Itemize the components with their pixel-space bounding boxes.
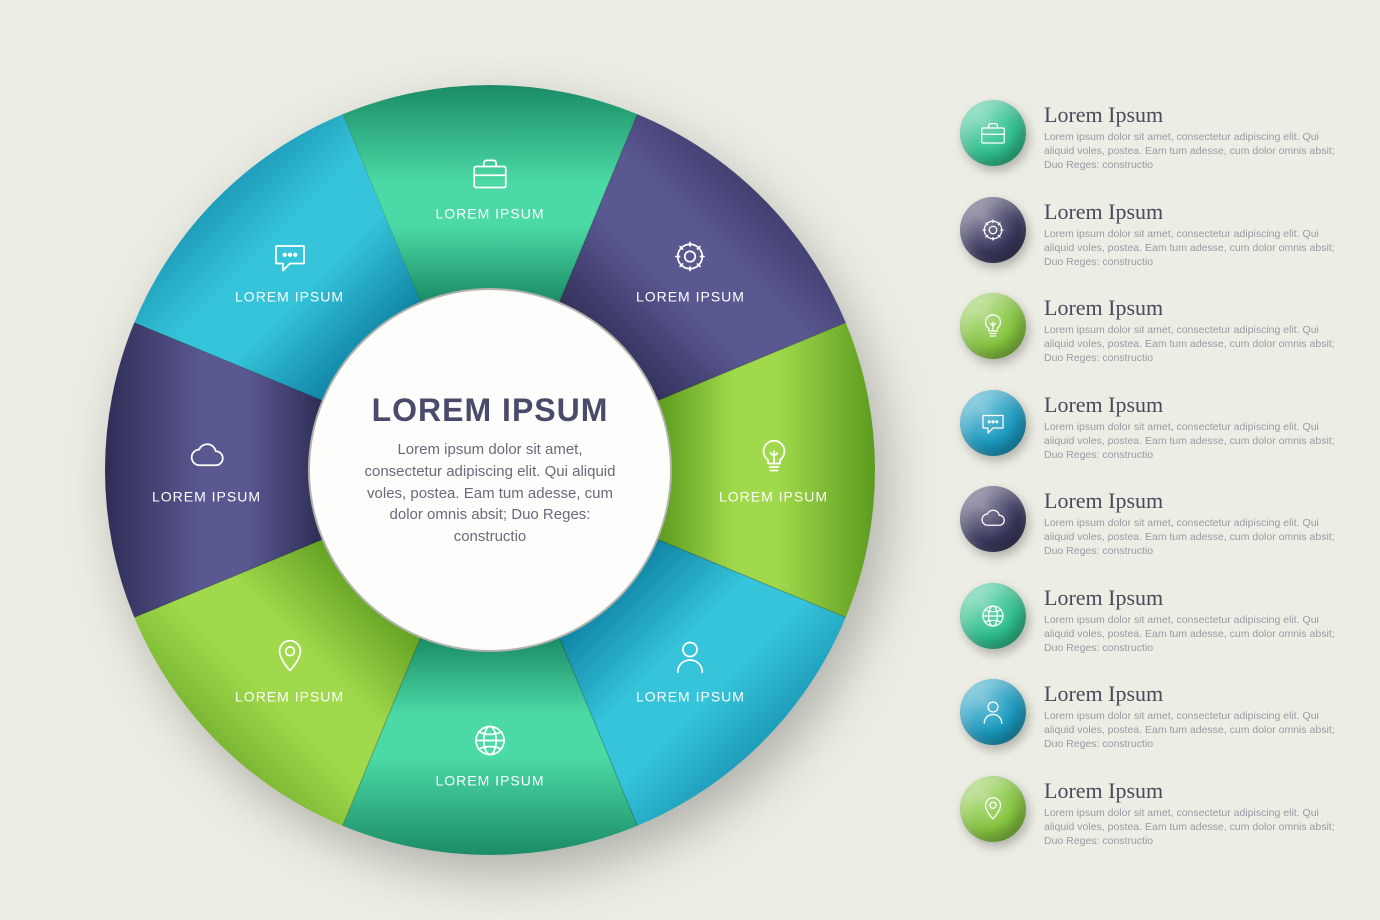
cloud-icon: [960, 486, 1026, 552]
legend-body: Lorem ipsum dolor sit amet, consectetur …: [1044, 130, 1340, 173]
globe-icon: [960, 583, 1026, 649]
legend-body: Lorem ipsum dolor sit amet, consectetur …: [1044, 806, 1340, 849]
legend-title: Lorem Ipsum: [1044, 778, 1340, 804]
legend-title: Lorem Ipsum: [1044, 585, 1340, 611]
legend: Lorem Ipsum Lorem ipsum dolor sit amet, …: [960, 100, 1340, 872]
legend-item-7: Lorem Ipsum Lorem ipsum dolor sit amet, …: [960, 776, 1340, 849]
legend-item-2: Lorem Ipsum Lorem ipsum dolor sit amet, …: [960, 293, 1340, 366]
center-title: LOREM IPSUM: [372, 392, 609, 429]
legend-body: Lorem ipsum dolor sit amet, consectetur …: [1044, 613, 1340, 656]
legend-item-0: Lorem Ipsum Lorem ipsum dolor sit amet, …: [960, 100, 1340, 173]
legend-title: Lorem Ipsum: [1044, 392, 1340, 418]
legend-item-1: Lorem Ipsum Lorem ipsum dolor sit amet, …: [960, 197, 1340, 270]
pin-icon: [960, 776, 1026, 842]
legend-title: Lorem Ipsum: [1044, 199, 1340, 225]
legend-title: Lorem Ipsum: [1044, 295, 1340, 321]
legend-item-5: Lorem Ipsum Lorem ipsum dolor sit amet, …: [960, 583, 1340, 656]
chat-icon: [960, 390, 1026, 456]
gear-icon: [960, 197, 1026, 263]
legend-item-3: Lorem Ipsum Lorem ipsum dolor sit amet, …: [960, 390, 1340, 463]
legend-body: Lorem ipsum dolor sit amet, consectetur …: [1044, 516, 1340, 559]
person-icon: [960, 679, 1026, 745]
legend-title: Lorem Ipsum: [1044, 681, 1340, 707]
legend-body: Lorem ipsum dolor sit amet, consectetur …: [1044, 709, 1340, 752]
legend-body: Lorem ipsum dolor sit amet, consectetur …: [1044, 323, 1340, 366]
donut-chart: LOREM IPSUM Lorem ipsum dolor sit amet, …: [80, 60, 900, 880]
center-body: Lorem ipsum dolor sit amet, consectetur …: [360, 439, 620, 548]
legend-body: Lorem ipsum dolor sit amet, consectetur …: [1044, 227, 1340, 270]
legend-item-4: Lorem Ipsum Lorem ipsum dolor sit amet, …: [960, 486, 1340, 559]
briefcase-icon: [960, 100, 1026, 166]
center-circle: LOREM IPSUM Lorem ipsum dolor sit amet, …: [310, 290, 670, 650]
legend-title: Lorem Ipsum: [1044, 102, 1340, 128]
bulb-icon: [960, 293, 1026, 359]
legend-body: Lorem ipsum dolor sit amet, consectetur …: [1044, 420, 1340, 463]
legend-title: Lorem Ipsum: [1044, 488, 1340, 514]
legend-item-6: Lorem Ipsum Lorem ipsum dolor sit amet, …: [960, 679, 1340, 752]
